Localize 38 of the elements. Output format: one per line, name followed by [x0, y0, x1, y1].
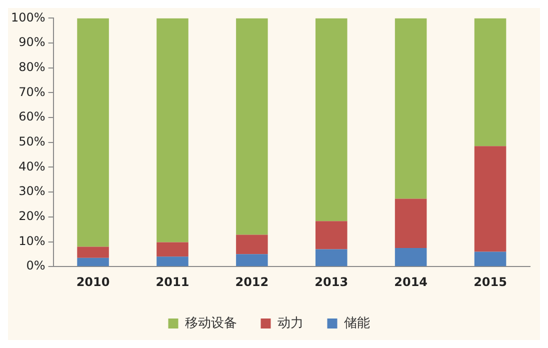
y-tick-label: 10%	[18, 234, 46, 248]
x-tick-label: 2015	[474, 274, 507, 289]
y-tick-label: 0%	[26, 258, 46, 273]
bar	[236, 254, 268, 266]
bar	[156, 242, 188, 257]
y-tick-label: 40%	[18, 159, 46, 174]
bar	[394, 248, 427, 266]
y-tick-label: 50%	[18, 134, 46, 149]
x-tick-label: 2010	[76, 274, 110, 289]
legend-label: 移动设备	[184, 316, 237, 331]
y-tick-label: 70%	[18, 84, 46, 99]
legend-label: 动力	[277, 316, 304, 331]
bar	[315, 221, 348, 250]
y-tick-label: 20%	[18, 209, 46, 224]
bar	[236, 234, 268, 254]
bar	[394, 18, 427, 199]
y-tick-label: 100%	[10, 10, 46, 24]
bar	[156, 256, 188, 266]
bar	[394, 198, 427, 248]
bar	[77, 246, 109, 258]
bar	[315, 18, 348, 222]
y-tick-label: 80%	[18, 60, 46, 74]
bar	[474, 252, 506, 266]
x-tick-label: 2011	[156, 274, 190, 289]
bar	[474, 18, 506, 146]
bar	[156, 18, 188, 242]
bar	[77, 258, 109, 266]
y-tick-label: 30%	[18, 184, 46, 198]
y-tick-label: 90%	[18, 35, 46, 50]
x-tick-label: 2014	[394, 274, 428, 289]
bar	[236, 18, 268, 235]
x-tick-label: 2012	[235, 274, 269, 289]
x-tick-label: 2013	[314, 274, 348, 289]
bar	[315, 249, 348, 266]
bar	[77, 18, 109, 247]
bar	[474, 146, 506, 252]
y-tick-label: 60%	[18, 110, 46, 124]
legend-label: 储能	[344, 316, 370, 331]
